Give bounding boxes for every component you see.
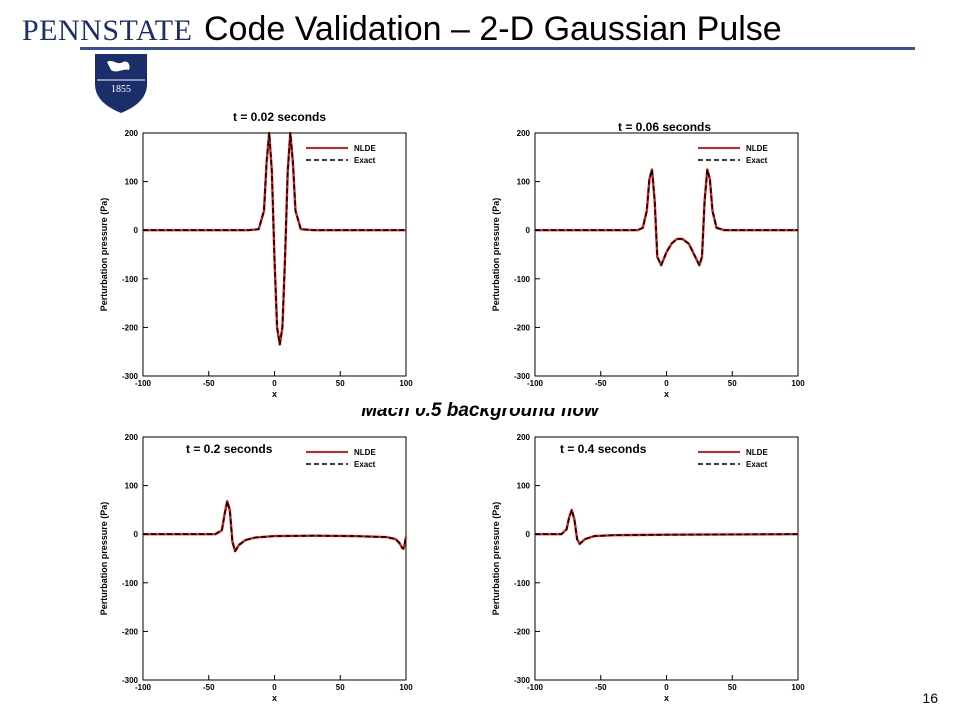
pennstate-logo: PENNSTATE [22, 14, 192, 48]
chart-panel: t = 0.2 seconds 200 100 0 -100 -200 -300 -100-… [88, 422, 433, 712]
y-axis-label: Perturbation pressure (Pa) [99, 502, 109, 616]
slide-title: Code Validation – 2-D Gaussian Pulse [204, 10, 782, 48]
y-tick-label: -100 [122, 579, 139, 588]
y-tick-label: -200 [514, 323, 531, 332]
legend-entry: NLDE [746, 144, 768, 153]
y-tick-label: 200 [517, 433, 531, 442]
x-tick-label: -50 [595, 379, 607, 388]
chart-panel: t = 0.06 seconds 200 100 0 -100 -200 -300 -100… [480, 118, 825, 408]
y-tick-label: 0 [134, 530, 139, 539]
x-tick-label: -50 [595, 683, 607, 692]
y-tick-label: 0 [526, 530, 531, 539]
y-tick-label: 100 [517, 482, 531, 491]
y-tick-label: 0 [134, 226, 139, 235]
x-tick-label: 100 [399, 379, 413, 388]
chart-title: t = 0.4 seconds [560, 442, 647, 456]
series-line-nlde [143, 499, 408, 553]
logo-text: PENNSTATE [22, 14, 193, 47]
y-axis-label: Perturbation pressure (Pa) [491, 198, 501, 312]
legend-entry: NLDE [354, 448, 376, 457]
y-tick-label: -200 [514, 627, 531, 636]
y-tick-label: 100 [125, 178, 139, 187]
y-tick-label: -300 [122, 372, 139, 381]
x-tick-label: 0 [664, 683, 669, 692]
y-axis-label: Perturbation pressure (Pa) [491, 502, 501, 616]
x-tick-label: -100 [135, 683, 152, 692]
y-tick-label: -300 [514, 676, 531, 685]
x-tick-label: 0 [272, 683, 277, 692]
series-line-exact [535, 168, 798, 266]
x-tick-label: 50 [728, 379, 737, 388]
series-line-nlde [535, 508, 799, 546]
x-tick-label: 0 [272, 379, 277, 388]
y-tick-label: 100 [517, 178, 531, 187]
chart-panel: t = 0.02 seconds 200 100 0 -100 -200 -300 -100… [88, 110, 433, 408]
x-axis-label: x [664, 389, 669, 399]
series-line-exact [143, 500, 407, 552]
y-tick-label: 0 [526, 226, 531, 235]
x-axis-label: x [272, 389, 277, 399]
x-tick-label: 0 [664, 379, 669, 388]
plot-frame [534, 436, 799, 681]
plot-frame [142, 436, 407, 681]
x-tick-label: -50 [203, 683, 215, 692]
x-tick-label: -100 [135, 379, 152, 388]
title-underline [80, 47, 915, 50]
pennstate-shield-icon: 1855 [95, 54, 147, 113]
x-axis-label: x [664, 693, 669, 703]
x-tick-label: -100 [527, 683, 544, 692]
y-tick-label: -100 [514, 579, 531, 588]
x-tick-label: 50 [728, 683, 737, 692]
legend-entry: Exact [354, 460, 376, 469]
y-tick-label: -200 [122, 627, 139, 636]
legend-entry: NLDE [746, 448, 768, 457]
series-line-exact [143, 132, 406, 346]
y-tick-label: -100 [514, 275, 531, 284]
y-tick-label: -100 [122, 275, 139, 284]
y-tick-label: -300 [514, 372, 531, 381]
x-tick-label: 50 [336, 683, 345, 692]
y-axis-label: Perturbation pressure (Pa) [99, 198, 109, 312]
x-tick-label: 50 [336, 379, 345, 388]
logo-year: 1855 [111, 84, 131, 95]
legend-entry: Exact [746, 460, 768, 469]
page-number: 16 [922, 690, 938, 706]
chart-title: t = 0.02 seconds [233, 110, 327, 124]
x-tick-label: 100 [791, 379, 805, 388]
x-tick-label: -100 [527, 379, 544, 388]
legend-entry: Exact [746, 156, 768, 165]
x-axis-label: x [272, 693, 277, 703]
y-tick-label: 200 [125, 129, 139, 138]
legend-entry: NLDE [354, 144, 376, 153]
series-line-nlde [535, 168, 798, 267]
chart-panel: t = 0.4 seconds 200 100 0 -100 -200 -300 -100-… [480, 422, 825, 712]
chart-title: t = 0.2 seconds [186, 442, 273, 456]
x-tick-label: 100 [399, 683, 413, 692]
y-tick-label: -200 [122, 323, 139, 332]
y-tick-label: 200 [125, 433, 139, 442]
y-tick-label: 100 [125, 482, 139, 491]
x-tick-label: 100 [791, 683, 805, 692]
series-line-exact [535, 509, 799, 545]
y-tick-label: -300 [122, 676, 139, 685]
y-tick-label: 200 [517, 129, 531, 138]
legend-entry: Exact [354, 156, 376, 165]
x-tick-label: -50 [203, 379, 215, 388]
chart-title: t = 0.06 seconds [618, 120, 712, 134]
